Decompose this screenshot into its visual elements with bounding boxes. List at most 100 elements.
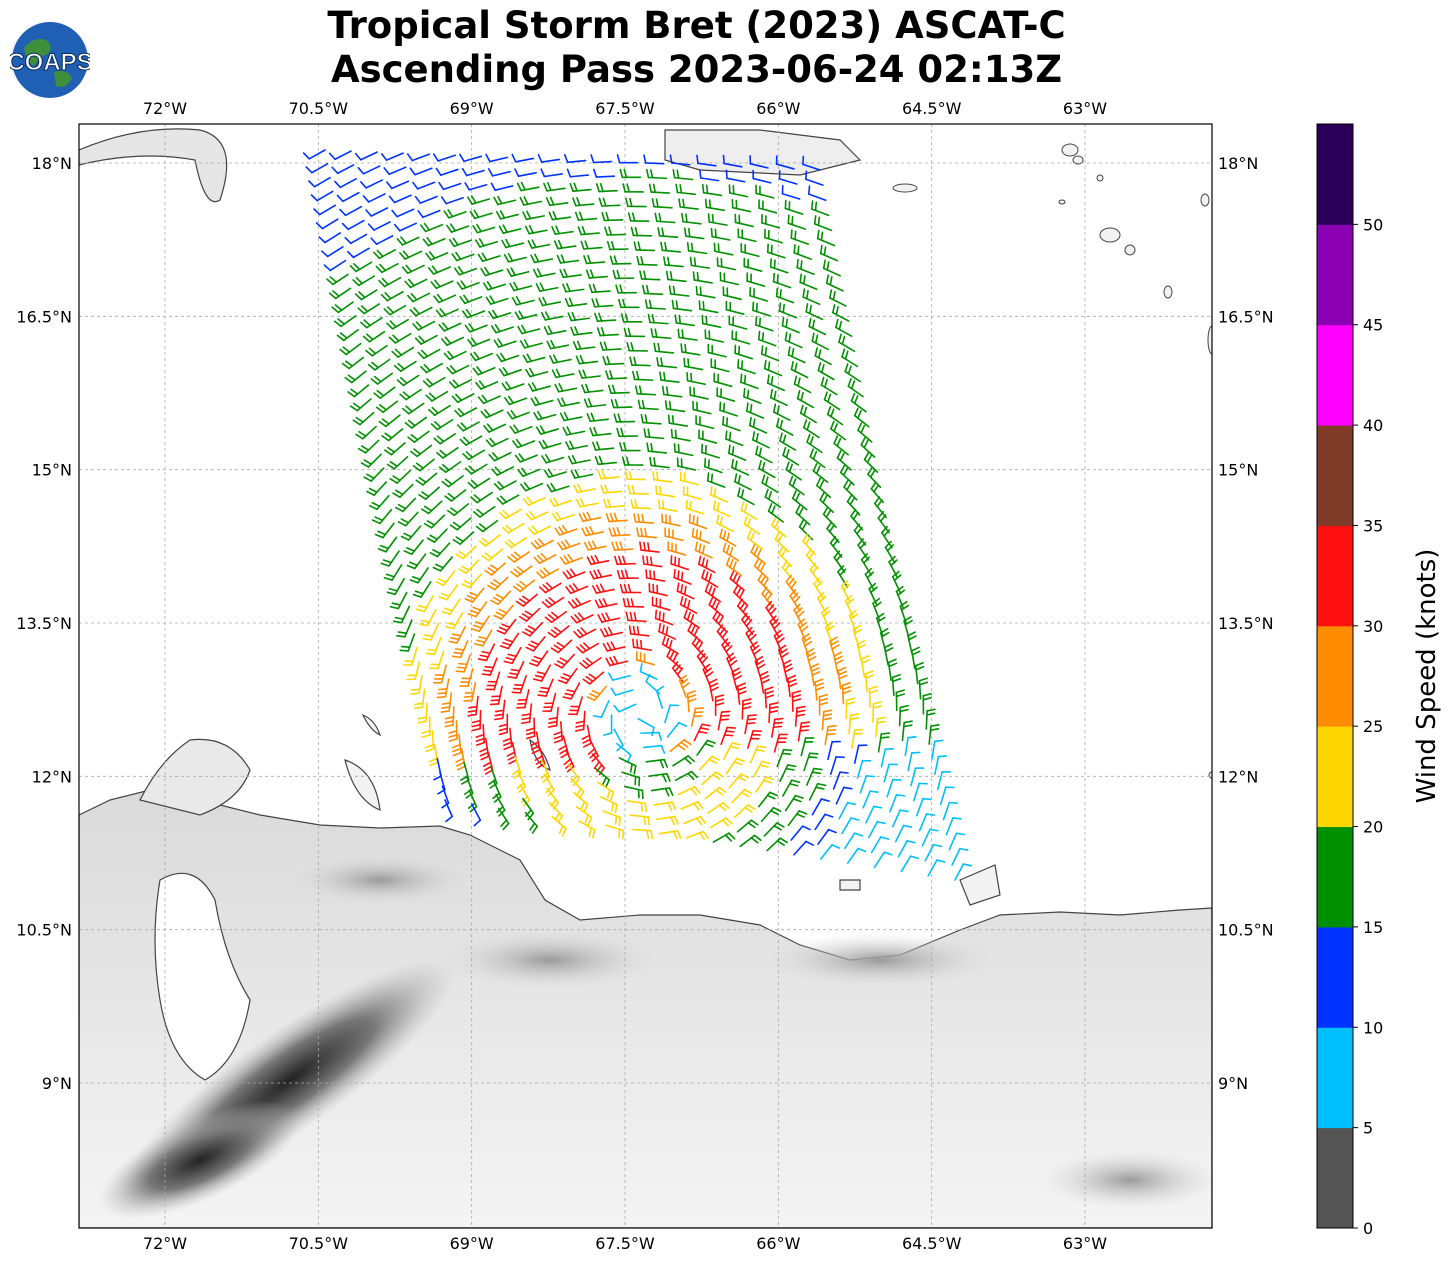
wind-barb — [645, 168, 668, 180]
wind-barb — [639, 270, 661, 281]
wind-barb — [602, 498, 626, 509]
wind-barb — [415, 594, 435, 613]
wind-barb — [805, 548, 819, 571]
wind-barb — [695, 285, 716, 299]
wind-barb — [599, 341, 622, 351]
colorbar-tick-label: 10 — [1363, 1018, 1383, 1037]
wind-barb — [844, 363, 862, 383]
wind-barb — [573, 791, 589, 813]
wind-barb — [344, 233, 368, 245]
wind-barb — [653, 342, 675, 354]
wind-barb — [810, 200, 830, 217]
falcon-peninsula — [139, 738, 251, 816]
colorbar-segment — [1317, 324, 1353, 426]
wind-barb — [388, 332, 412, 344]
wind-barb — [546, 482, 570, 493]
wind-barb — [383, 304, 407, 316]
wind-barb — [425, 251, 449, 261]
wind-barb — [773, 733, 789, 753]
wind-barb — [455, 654, 472, 673]
wind-barb — [573, 483, 597, 494]
wind-barb — [795, 504, 811, 526]
wind-barb — [590, 154, 613, 164]
wind-barb — [782, 659, 793, 683]
colorbar-tick-label: 0 — [1363, 1219, 1373, 1238]
wind-barb — [575, 355, 599, 365]
wind-barb — [766, 837, 788, 852]
wind-barb — [611, 541, 634, 551]
wind-barb — [444, 612, 464, 630]
wind-barb — [517, 324, 541, 335]
colorbar-segment — [1317, 1027, 1353, 1129]
wind-barb — [670, 555, 690, 571]
wind-barb — [913, 782, 929, 802]
wind-barb — [412, 458, 435, 472]
wind-barb — [743, 515, 761, 535]
wind-barb — [458, 559, 480, 574]
wind-barb — [808, 782, 827, 801]
wind-barb — [832, 771, 849, 790]
wind-barb — [559, 411, 583, 422]
wind-barb — [626, 342, 648, 352]
wind-barb — [496, 494, 520, 505]
wind-barb — [357, 439, 380, 454]
wind-barb — [543, 182, 566, 192]
wind-barb — [701, 443, 720, 459]
colorbar-segment — [1317, 1127, 1353, 1229]
wind-barb — [665, 270, 687, 283]
trinidad-island — [959, 864, 1001, 906]
wind-barb — [622, 183, 644, 193]
wind-barb — [784, 199, 804, 215]
wind-barb — [767, 502, 784, 523]
wind-barb — [846, 847, 867, 864]
wind-barb — [629, 814, 651, 826]
wind-barb — [594, 597, 618, 609]
wind-barb — [436, 447, 459, 459]
wind-barb — [328, 287, 352, 300]
wind-barb — [669, 739, 692, 753]
wind-barb — [454, 407, 478, 418]
wind-barb — [451, 640, 469, 659]
wind-barb — [772, 272, 792, 289]
wind-barb — [775, 287, 795, 304]
wind-barb — [469, 351, 493, 362]
wind-barb — [634, 385, 657, 396]
wind-barb — [608, 672, 631, 681]
wind-barb — [501, 522, 525, 534]
wind-barb — [394, 360, 417, 373]
wind-barb — [520, 482, 544, 492]
wind-barb — [874, 716, 887, 738]
wind-barb — [865, 805, 883, 824]
wind-barb — [535, 425, 559, 435]
wind-barb — [835, 786, 853, 805]
wind-barb — [740, 501, 758, 521]
wind-barb — [868, 685, 879, 708]
colorbar-segment — [1317, 625, 1353, 727]
wind-barb — [710, 227, 731, 241]
wind-barb — [931, 739, 944, 760]
wind-barb — [417, 702, 428, 724]
wind-barb — [645, 758, 668, 769]
wind-barb — [481, 548, 504, 562]
wind-barb — [733, 804, 756, 818]
wind-barb — [600, 484, 623, 494]
wind-barb — [872, 701, 883, 723]
wind-barb — [432, 664, 447, 684]
wind-barb — [658, 829, 682, 840]
wind-barb — [793, 244, 812, 260]
wind-barb — [749, 286, 769, 302]
wind-barb — [562, 426, 586, 436]
wind-barb — [583, 398, 607, 408]
wind-barb — [470, 491, 493, 504]
wind-barb — [784, 794, 804, 812]
wind-barb — [592, 441, 615, 451]
wind-barb — [444, 706, 455, 728]
colorbar-segment — [1317, 124, 1353, 225]
wind-barb — [569, 182, 592, 193]
wind-barb — [769, 615, 781, 639]
wind-barb — [586, 685, 607, 702]
wind-barb — [412, 181, 436, 190]
wind-barb — [678, 198, 699, 210]
wind-barb — [635, 651, 655, 666]
wind-barb — [907, 751, 921, 772]
